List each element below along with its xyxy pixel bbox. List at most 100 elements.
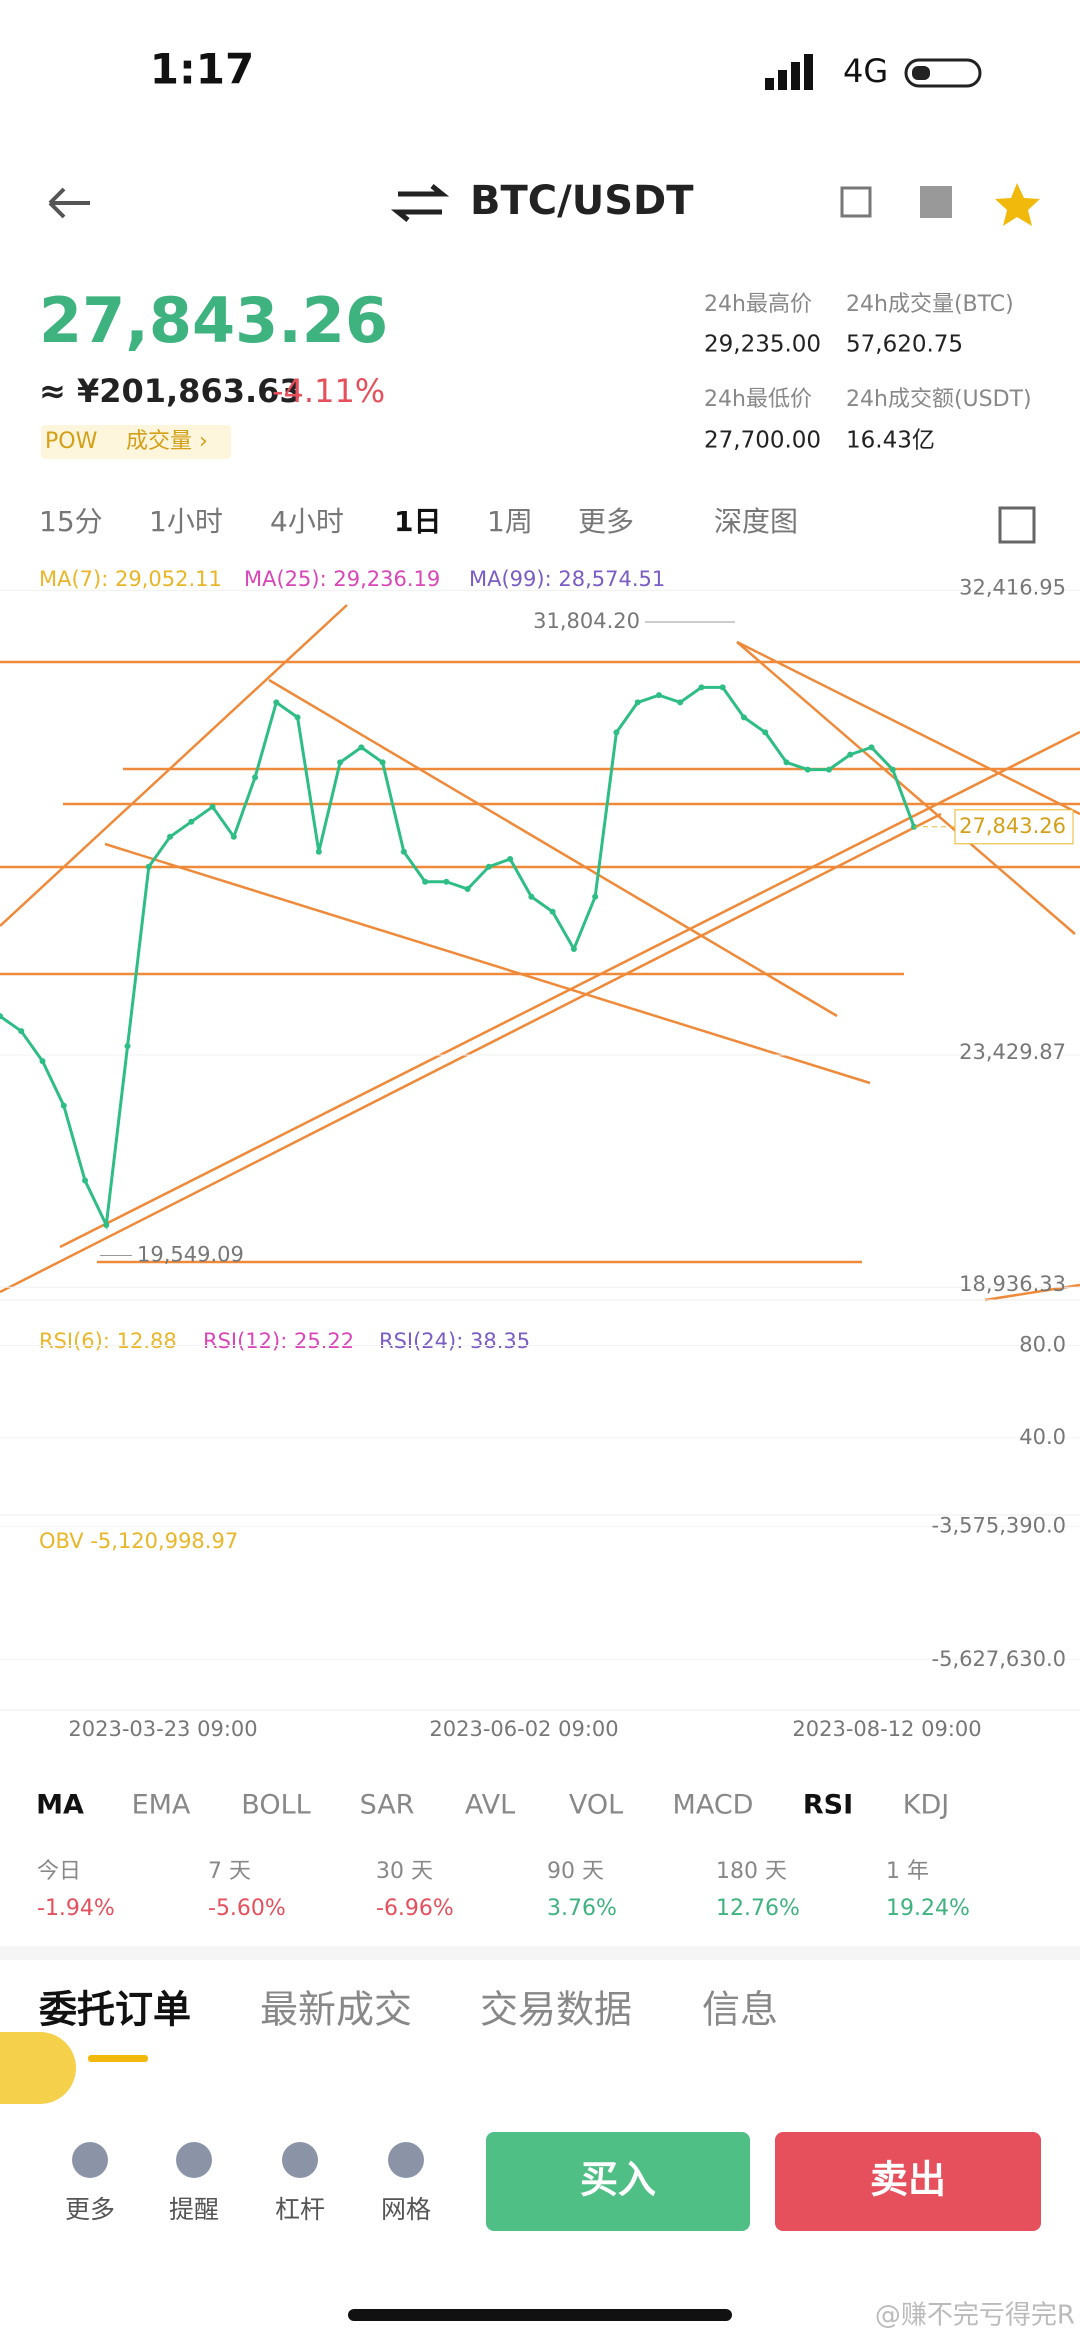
y-tick-label: -5,627,630.0 bbox=[932, 1647, 1067, 1671]
stat-label: 24h最低价 bbox=[704, 387, 812, 412]
period-label: 30 天 bbox=[376, 1859, 433, 1884]
sell-button[interactable] bbox=[775, 2132, 1041, 2231]
price-point bbox=[0, 1013, 3, 1020]
favorite-star[interactable] bbox=[995, 183, 1040, 226]
share-button[interactable] bbox=[840, 186, 872, 218]
price-point bbox=[528, 893, 535, 900]
chart-mode-button[interactable] bbox=[920, 186, 952, 218]
ma-legend: MA(25): 29,236.19 bbox=[244, 567, 440, 591]
home-indicator bbox=[348, 2309, 732, 2321]
swap-icon[interactable] bbox=[390, 184, 450, 222]
price-point bbox=[783, 759, 790, 766]
period-label: 今日 bbox=[37, 1859, 81, 1884]
y-tick-label: -3,575,390.0 bbox=[932, 1513, 1067, 1537]
stat-value: 16.43亿 bbox=[846, 428, 935, 454]
watermark: @赚不完亏得完R bbox=[875, 2301, 1075, 2331]
interval-tab[interactable]: 15分 bbox=[39, 505, 103, 538]
interval-tab[interactable]: 1周 bbox=[487, 505, 533, 538]
x-tick-label: 2023-08-12 09:00 bbox=[792, 1717, 981, 1741]
order-tab[interactable]: 委托订单 bbox=[39, 1988, 191, 2032]
chart-settings[interactable] bbox=[998, 506, 1036, 544]
order-tab[interactable]: 信息 bbox=[702, 1988, 778, 2032]
price-point bbox=[124, 1043, 131, 1050]
indicator-tab[interactable]: EMA bbox=[132, 1790, 191, 1821]
period-label: 90 天 bbox=[547, 1859, 604, 1884]
buy-button[interactable] bbox=[486, 2132, 750, 2231]
price-point bbox=[400, 848, 407, 855]
change: -4.11% bbox=[272, 372, 385, 410]
period-value: -6.96% bbox=[376, 1896, 454, 1921]
indicator-tab[interactable]: KDJ bbox=[903, 1790, 949, 1821]
nav-label[interactable]: 网格 bbox=[381, 2195, 431, 2224]
signal-bar bbox=[804, 54, 813, 90]
order-tab[interactable]: 交易数据 bbox=[480, 1988, 632, 2032]
price-point bbox=[379, 759, 386, 766]
back-button[interactable] bbox=[48, 187, 90, 219]
order-tab[interactable]: 最新成交 bbox=[260, 1988, 412, 2032]
nav-label[interactable]: 更多 bbox=[65, 2195, 115, 2224]
price-point bbox=[677, 699, 684, 706]
tag: POW bbox=[45, 429, 98, 454]
ma-legend: MA(7): 29,052.11 bbox=[39, 567, 222, 591]
trend-lines bbox=[0, 604, 1080, 1302]
nav-icon bbox=[72, 2142, 108, 2178]
price-point bbox=[507, 856, 514, 863]
price-point bbox=[804, 766, 811, 773]
interval-tab[interactable]: 1小时 bbox=[149, 505, 223, 538]
buy-label[interactable]: 买入 bbox=[580, 2158, 656, 2202]
price-point bbox=[762, 729, 769, 736]
nav-label[interactable]: 提醒 bbox=[169, 2195, 219, 2224]
indicator-tab[interactable]: RSI bbox=[803, 1790, 853, 1821]
price-point bbox=[103, 1221, 110, 1228]
indicator-tab[interactable]: BOLL bbox=[241, 1790, 310, 1821]
indicator-tab[interactable]: SAR bbox=[360, 1790, 415, 1821]
price-point bbox=[188, 818, 195, 825]
nav-icon bbox=[176, 2142, 212, 2178]
stat-label: 24h成交量(BTC) bbox=[846, 292, 1014, 317]
nav-label[interactable]: 杠杆 bbox=[275, 2195, 325, 2224]
indicator-tab[interactable]: MA bbox=[36, 1790, 84, 1821]
sell-label[interactable]: 卖出 bbox=[870, 2158, 946, 2202]
price-point bbox=[570, 945, 577, 952]
price-point bbox=[358, 744, 365, 751]
stat-value: 27,700.00 bbox=[704, 428, 821, 454]
interval-tab[interactable]: 更多 bbox=[578, 505, 634, 538]
stat-label: 24h最高价 bbox=[704, 292, 812, 317]
nav-icon bbox=[282, 2142, 318, 2178]
price-point bbox=[230, 833, 237, 840]
indicator-tab[interactable]: AVL bbox=[465, 1790, 515, 1821]
current-price-label: 27,843.26 bbox=[959, 814, 1066, 838]
signal-bar bbox=[778, 70, 787, 90]
price-point bbox=[209, 803, 216, 810]
volume-link[interactable]: 成交量 › bbox=[126, 429, 208, 454]
price-point bbox=[145, 863, 152, 870]
interval-tab[interactable]: 深度图 bbox=[714, 505, 798, 538]
price-point bbox=[655, 692, 662, 699]
price-point bbox=[634, 699, 641, 706]
indicator-tab[interactable]: VOL bbox=[569, 1790, 623, 1821]
price-point bbox=[82, 1177, 89, 1184]
price-point bbox=[443, 878, 450, 885]
pair-title: BTC/USDT bbox=[470, 178, 694, 224]
price-point bbox=[464, 886, 471, 893]
price-line bbox=[0, 685, 916, 1231]
pow-tag[interactable] bbox=[41, 425, 231, 459]
signal-bar bbox=[765, 78, 774, 90]
interval-tab[interactable]: 1日 bbox=[394, 505, 441, 538]
interval-tab[interactable]: 4小时 bbox=[270, 505, 344, 538]
period-value: 12.76% bbox=[716, 1896, 800, 1921]
stat-value: 29,235.00 bbox=[704, 332, 821, 358]
last-price: 27,843.26 bbox=[39, 284, 388, 357]
price-point bbox=[273, 699, 280, 706]
indicator-tab[interactable]: MACD bbox=[673, 1790, 754, 1821]
float-bubble[interactable] bbox=[0, 2032, 76, 2104]
indicator-legend: OBV -5,120,998.97 bbox=[39, 1529, 238, 1553]
nav-icon bbox=[388, 2142, 424, 2178]
price-point bbox=[60, 1102, 67, 1109]
period-value: 3.76% bbox=[547, 1896, 617, 1921]
price-point bbox=[422, 878, 429, 885]
price-point bbox=[698, 684, 705, 691]
price-point bbox=[294, 714, 301, 721]
price-point bbox=[847, 751, 854, 758]
